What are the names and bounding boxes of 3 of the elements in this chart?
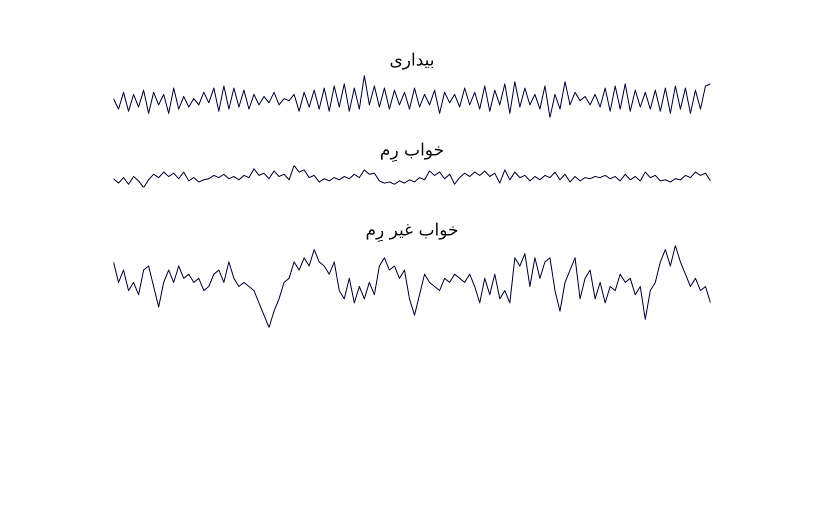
chart-title: خواب غیر رِم	[366, 220, 458, 243]
chart-title: بیداری	[389, 50, 435, 70]
chart-title: خواب رِم	[380, 140, 444, 163]
